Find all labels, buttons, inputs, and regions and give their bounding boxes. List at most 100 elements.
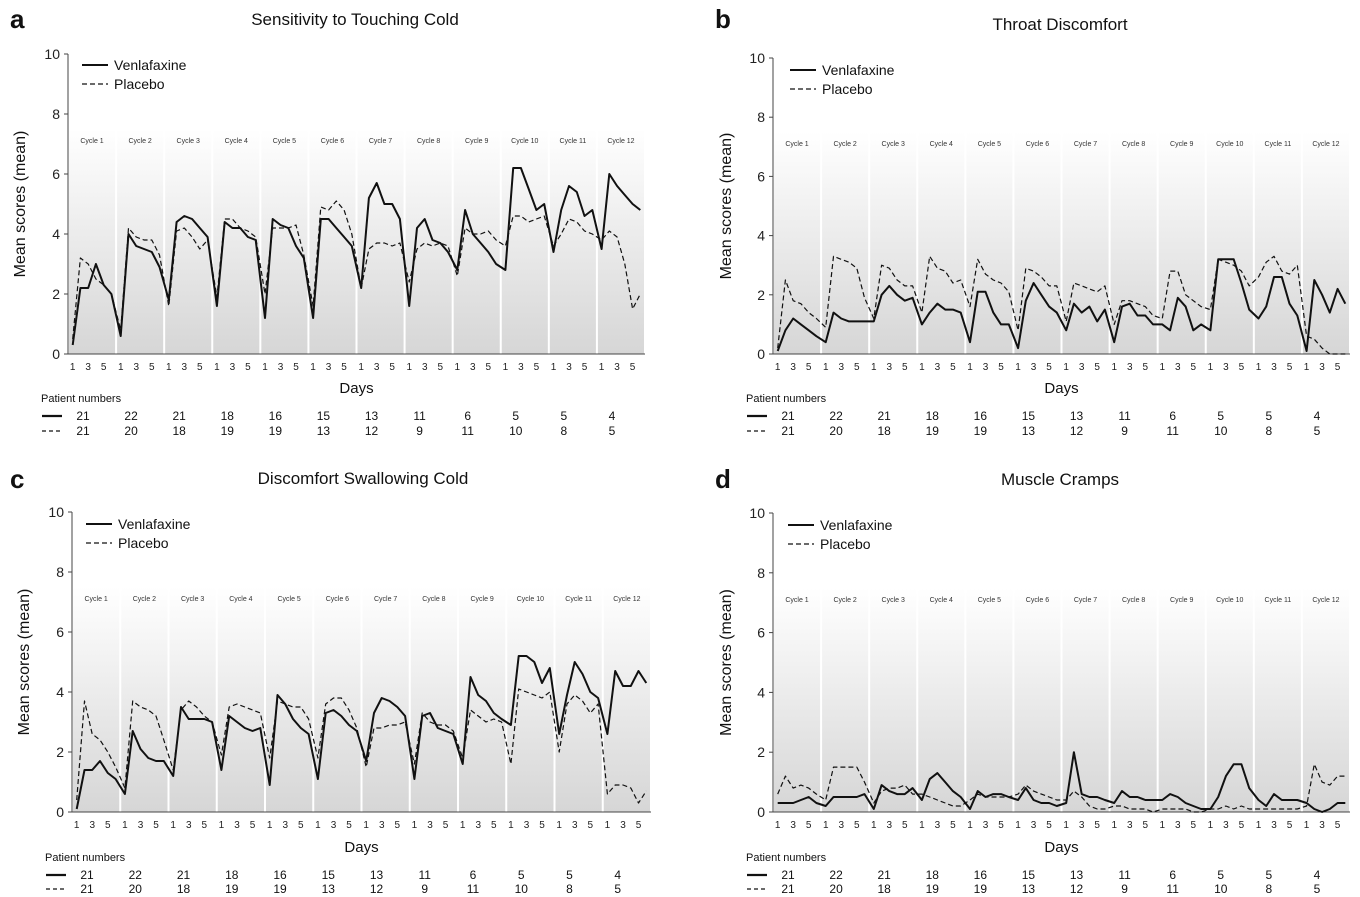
- x-tick-label: 1: [455, 362, 461, 373]
- patient-number: 20: [829, 882, 843, 896]
- legend-label: Venlafaxine: [114, 57, 187, 73]
- x-tick-label: 1: [556, 820, 562, 831]
- patient-number: 11: [413, 409, 426, 423]
- x-tick-label: 1: [358, 362, 364, 373]
- x-tick-label: 5: [1335, 362, 1341, 373]
- cycle-label: Cycle 10: [1216, 141, 1243, 148]
- x-tick-label: 1: [170, 820, 176, 831]
- patient-number: 13: [370, 868, 384, 882]
- patient-number: 12: [1070, 424, 1084, 438]
- patient-number: 13: [1022, 424, 1036, 438]
- patient-number: 16: [269, 409, 283, 423]
- x-tick-label: 3: [379, 820, 385, 831]
- x-tick-label: 3: [1223, 820, 1229, 831]
- x-tick-label: 5: [395, 820, 401, 831]
- series-line-venlafaxine: [776, 258, 1347, 352]
- x-tick-label: 3: [186, 820, 192, 831]
- patient-number: 9: [416, 424, 423, 438]
- patient-number: 5: [609, 424, 616, 438]
- cycle-band: [459, 587, 506, 812]
- x-tick-label: 5: [806, 820, 812, 831]
- patient-number: 16: [974, 868, 988, 882]
- x-tick-label: 5: [245, 362, 251, 373]
- cycle-band: [1158, 132, 1205, 354]
- cycle-band: [1110, 132, 1157, 354]
- x-tick-label: 5: [854, 362, 860, 373]
- x-tick-label: 5: [1239, 362, 1245, 373]
- patient-number: 20: [129, 882, 143, 896]
- cycle-label: Cycle 12: [1312, 141, 1339, 148]
- cycle-band: [774, 587, 821, 812]
- cycle-label: Cycle 6: [321, 138, 344, 145]
- x-tick-label: 5: [389, 362, 395, 373]
- cycle-label: Cycle 5: [978, 597, 1001, 604]
- x-tick-label: 3: [1031, 820, 1037, 831]
- cycle-band: [217, 587, 264, 812]
- x-tick-label: 3: [85, 362, 91, 373]
- y-tick-label: 6: [52, 166, 60, 182]
- cycle-label: Cycle 5: [978, 141, 1001, 148]
- x-tick-label: 3: [838, 362, 844, 373]
- x-tick-label: 1: [219, 820, 225, 831]
- cycle-label: Cycle 9: [1170, 141, 1193, 148]
- cycle-label: Cycle 3: [181, 596, 204, 603]
- chart-title: Throat Discomfort: [992, 15, 1127, 34]
- x-tick-label: 5: [806, 362, 812, 373]
- x-tick-label: 1: [460, 820, 466, 831]
- cycle-label: Cycle 4: [930, 141, 953, 148]
- x-tick-label: 1: [503, 362, 509, 373]
- patient-number: 21: [877, 868, 891, 882]
- y-axis-label: Mean scores (mean): [718, 589, 735, 736]
- cycle-band: [918, 587, 965, 812]
- patient-number: 6: [464, 409, 471, 423]
- patient-number: 22: [124, 409, 138, 423]
- patient-number: 10: [1214, 882, 1228, 896]
- x-tick-label: 5: [1046, 820, 1052, 831]
- x-tick-label: 1: [214, 362, 220, 373]
- x-tick-label: 3: [887, 362, 893, 373]
- x-tick-label: 3: [1175, 362, 1181, 373]
- y-tick-label: 2: [56, 744, 64, 760]
- x-tick-label: 3: [133, 362, 139, 373]
- x-tick-label: 1: [1256, 820, 1262, 831]
- patient-number: 21: [177, 868, 191, 882]
- cycle-label: Cycle 1: [80, 138, 103, 145]
- cycle-band: [549, 129, 596, 354]
- y-tick-label: 10: [749, 505, 765, 521]
- x-tick-label: 5: [105, 820, 111, 831]
- x-tick-label: 1: [599, 362, 605, 373]
- y-tick-label: 0: [757, 804, 765, 820]
- panel-letter: a: [10, 4, 25, 34]
- cycle-band: [501, 129, 548, 354]
- x-tick-label: 5: [1335, 820, 1341, 831]
- x-tick-label: 5: [197, 362, 203, 373]
- x-tick-label: 5: [1239, 820, 1245, 831]
- cycle-label: Cycle 11: [560, 138, 587, 145]
- patient-number: 6: [470, 868, 477, 882]
- y-tick-label: 8: [56, 564, 64, 580]
- y-tick-label: 0: [757, 346, 765, 362]
- x-tick-label: 3: [1127, 820, 1133, 831]
- patient-number: 6: [1169, 868, 1176, 882]
- x-tick-label: 5: [1191, 820, 1197, 831]
- cycle-band: [555, 587, 602, 812]
- y-tick-label: 2: [757, 744, 765, 760]
- x-tick-label: 3: [230, 362, 236, 373]
- x-tick-label: 5: [1046, 362, 1052, 373]
- legend-label: Venlafaxine: [820, 517, 893, 533]
- series-line-placebo: [777, 763, 1346, 813]
- x-tick-label: 5: [1191, 362, 1197, 373]
- cycle-label: Cycle 8: [1122, 597, 1145, 604]
- cycle-label: Cycle 9: [465, 138, 488, 145]
- legend-label: Placebo: [114, 76, 165, 92]
- chart-title: Discomfort Swallowing Cold: [258, 469, 469, 488]
- x-tick-label: 5: [950, 362, 956, 373]
- patient-number: 13: [1070, 868, 1084, 882]
- cycle-label: Cycle 3: [882, 141, 905, 148]
- y-tick-label: 8: [757, 565, 765, 581]
- patient-number: 21: [172, 409, 186, 423]
- patient-number: 5: [614, 882, 621, 896]
- x-tick-label: 5: [437, 362, 443, 373]
- patient-number: 9: [421, 882, 428, 896]
- x-tick-label: 5: [250, 820, 256, 831]
